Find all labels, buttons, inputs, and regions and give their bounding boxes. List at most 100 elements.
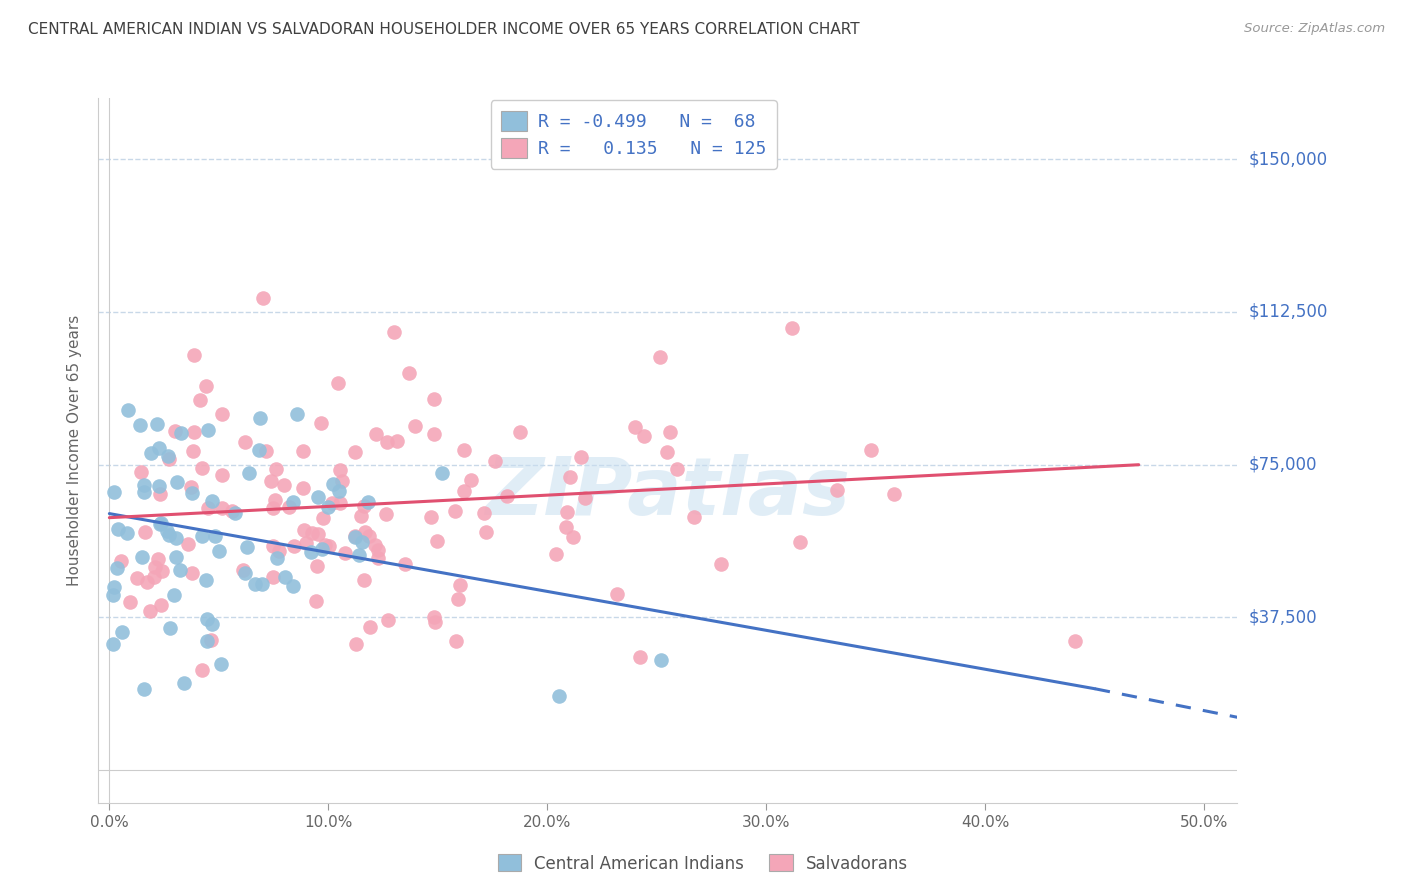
Point [883,487,905,501]
Point [558,470,581,484]
Point [278,500,301,514]
Point [132,478,155,492]
Point [446,634,468,648]
Point [484,454,506,468]
Point [201,493,224,508]
Point [423,615,446,629]
Point [353,573,375,587]
Point [305,559,328,574]
Point [311,541,333,556]
Text: ZIPatlas: ZIPatlas [485,454,851,532]
Point [134,524,156,539]
Point [574,491,596,505]
Point [148,441,170,455]
Point [163,589,186,603]
Point [311,417,333,431]
Point [197,501,219,516]
Point [180,566,202,580]
Text: $37,500: $37,500 [1249,608,1317,626]
Point [825,483,848,498]
Point [318,540,340,554]
Point [666,462,689,476]
Point [780,321,803,335]
Point [129,465,152,479]
Point [195,634,218,648]
Point [262,501,284,516]
Point [291,481,314,495]
Point [422,610,444,624]
Point [789,535,811,549]
Point [344,529,367,543]
Point [249,443,271,458]
Point [329,496,352,510]
Point [314,538,336,552]
Point [453,484,475,499]
Point [367,551,389,566]
Point [335,546,357,560]
Point [183,347,205,361]
Point [657,445,679,459]
Point [208,544,231,558]
Point [262,539,284,553]
Point [650,350,672,364]
Point [443,504,465,518]
Point [236,540,259,554]
Point [555,505,578,519]
Point [659,425,682,439]
Point [260,474,283,488]
Point [547,689,569,703]
Point [347,549,370,563]
Point [274,570,297,584]
Point [385,434,408,449]
Text: Source: ZipAtlas.com: Source: ZipAtlas.com [1244,22,1385,36]
Point [143,569,166,583]
Point [233,566,256,580]
Point [177,536,200,550]
Point [496,489,519,503]
Point [426,533,449,548]
Point [118,595,141,609]
Point [103,484,125,499]
Point [149,517,172,532]
Point [374,507,396,521]
Point [1063,634,1085,648]
Text: $112,500: $112,500 [1249,303,1327,321]
Point [250,576,273,591]
Point [367,543,389,558]
Point [166,531,188,545]
Point [156,524,179,538]
Point [561,530,583,544]
Point [191,529,214,543]
Point [165,425,187,439]
Point [344,637,367,651]
Point [181,444,204,458]
Point [139,446,162,460]
Point [245,577,267,591]
Point [110,554,132,568]
Point [211,467,233,482]
Point [710,558,733,572]
Point [359,529,381,543]
Point [149,598,172,612]
Point [398,366,420,380]
Point [197,423,219,437]
Point [294,536,316,550]
Point [211,407,233,421]
Point [364,427,387,442]
Point [307,526,329,541]
Point [125,571,148,585]
Point [190,392,212,407]
Point [194,573,217,587]
Point [129,418,152,433]
Point [344,445,367,459]
Point [131,549,153,564]
Point [211,500,233,515]
Point [394,557,416,571]
Point [350,534,373,549]
Point [105,561,128,575]
Point [305,594,328,608]
Point [423,427,446,442]
Point [509,425,531,439]
Point [157,451,180,466]
Point [292,523,315,537]
